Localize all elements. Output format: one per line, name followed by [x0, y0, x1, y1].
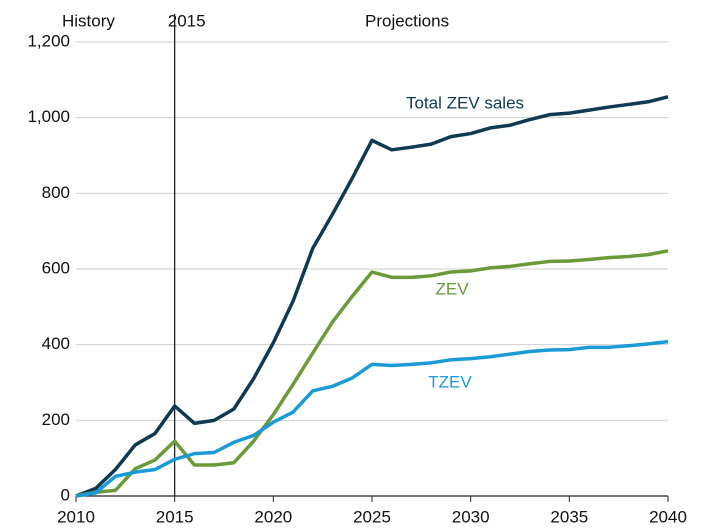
x-tick-label: 2010: [57, 507, 95, 526]
x-tick-label: 2030: [452, 507, 490, 526]
y-tick-label: 600: [42, 258, 70, 277]
x-tick-label: 2020: [254, 507, 292, 526]
series-label: TZEV: [428, 372, 472, 391]
y-tick-label: 1,000: [27, 107, 70, 126]
line-series: [75, 249, 669, 498]
x-tick-label: 2035: [550, 507, 588, 526]
y-tick-label: 200: [42, 410, 70, 429]
series-label: ZEV: [435, 279, 469, 298]
y-tick-label: 1,200: [27, 31, 70, 50]
y-tick-label: 400: [42, 334, 70, 353]
line-series: [75, 339, 669, 498]
divider-label: 2015: [168, 11, 206, 30]
y-tick-label: 800: [42, 183, 70, 202]
x-tick-label: 2025: [353, 507, 391, 526]
x-tick-label: 2015: [156, 507, 194, 526]
projections-label: Projections: [365, 11, 449, 30]
y-tick-label: 0: [61, 485, 70, 504]
line-series: [75, 95, 669, 498]
x-tick-label: 2040: [649, 507, 687, 526]
history-label: History: [62, 11, 115, 30]
series-label: Total ZEV sales: [406, 93, 524, 112]
